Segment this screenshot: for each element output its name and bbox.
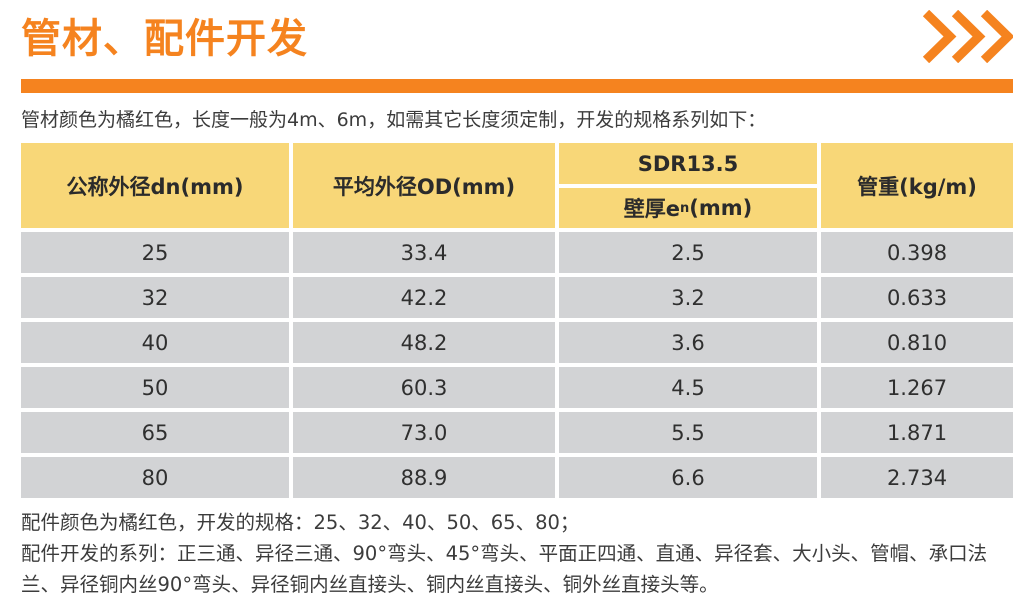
table-cell: 5.5 xyxy=(559,412,817,453)
table-cell: 73.0 xyxy=(293,412,555,453)
table-cell: 2.5 xyxy=(559,232,817,273)
chevron-right-triple-icon xyxy=(923,10,1013,63)
table-cell: 3.6 xyxy=(559,322,817,363)
header-sdr: SDR13.5 xyxy=(559,143,817,184)
table-cell: 42.2 xyxy=(293,277,555,318)
footer-text: 配件颜色为橘红色，开发的规格：25、32、40、50、65、80； 配件开发的系… xyxy=(21,507,1019,600)
wall-thickness-suffix: (mm) xyxy=(689,196,753,220)
table-cell: 0.398 xyxy=(821,232,1013,273)
table-cell: 40 xyxy=(21,322,289,363)
footer-line-series: 配件开发的系列：正三通、异径三通、90°弯头、45°弯头、平面正四通、直通、异径… xyxy=(21,542,988,596)
table-cell: 88.9 xyxy=(293,457,555,498)
header-pipe-weight: 管重(kg/m) xyxy=(821,143,1013,228)
table-cell: 60.3 xyxy=(293,367,555,408)
intro-text: 管材颜色为橘红色，长度一般为4m、6m，如需其它长度须定制，开发的规格系列如下： xyxy=(21,109,767,131)
table-cell: 4.5 xyxy=(559,367,817,408)
table-cell: 65 xyxy=(21,412,289,453)
table-cell: 25 xyxy=(21,232,289,273)
header-wall-thickness: 壁厚e n (mm) xyxy=(559,188,817,228)
divider-bar xyxy=(21,79,1013,93)
table-cell: 0.633 xyxy=(821,277,1013,318)
table-cell: 2.734 xyxy=(821,457,1013,498)
footer-line-specs: 配件颜色为橘红色，开发的规格：25、32、40、50、65、80； xyxy=(21,511,580,534)
header-nominal-od: 公称外径dn(mm) xyxy=(21,143,289,228)
table-cell: 33.4 xyxy=(293,232,555,273)
spec-table: 公称外径dn(mm) 平均外径OD(mm) SDR13.5 管重(kg/m) 壁… xyxy=(21,143,1013,498)
header-mean-od: 平均外径OD(mm) xyxy=(293,143,555,228)
table-cell: 32 xyxy=(21,277,289,318)
wall-thickness-subscript: n xyxy=(680,200,690,216)
table-cell: 48.2 xyxy=(293,322,555,363)
table-cell: 6.6 xyxy=(559,457,817,498)
wall-thickness-prefix: 壁厚e xyxy=(623,197,680,221)
table-cell: 3.2 xyxy=(559,277,817,318)
table-cell: 1.871 xyxy=(821,412,1013,453)
table-cell: 0.810 xyxy=(821,322,1013,363)
table-cell: 1.267 xyxy=(821,367,1013,408)
page-title: 管材、配件开发 xyxy=(21,16,308,62)
table-cell: 80 xyxy=(21,457,289,498)
table-cell: 50 xyxy=(21,367,289,408)
